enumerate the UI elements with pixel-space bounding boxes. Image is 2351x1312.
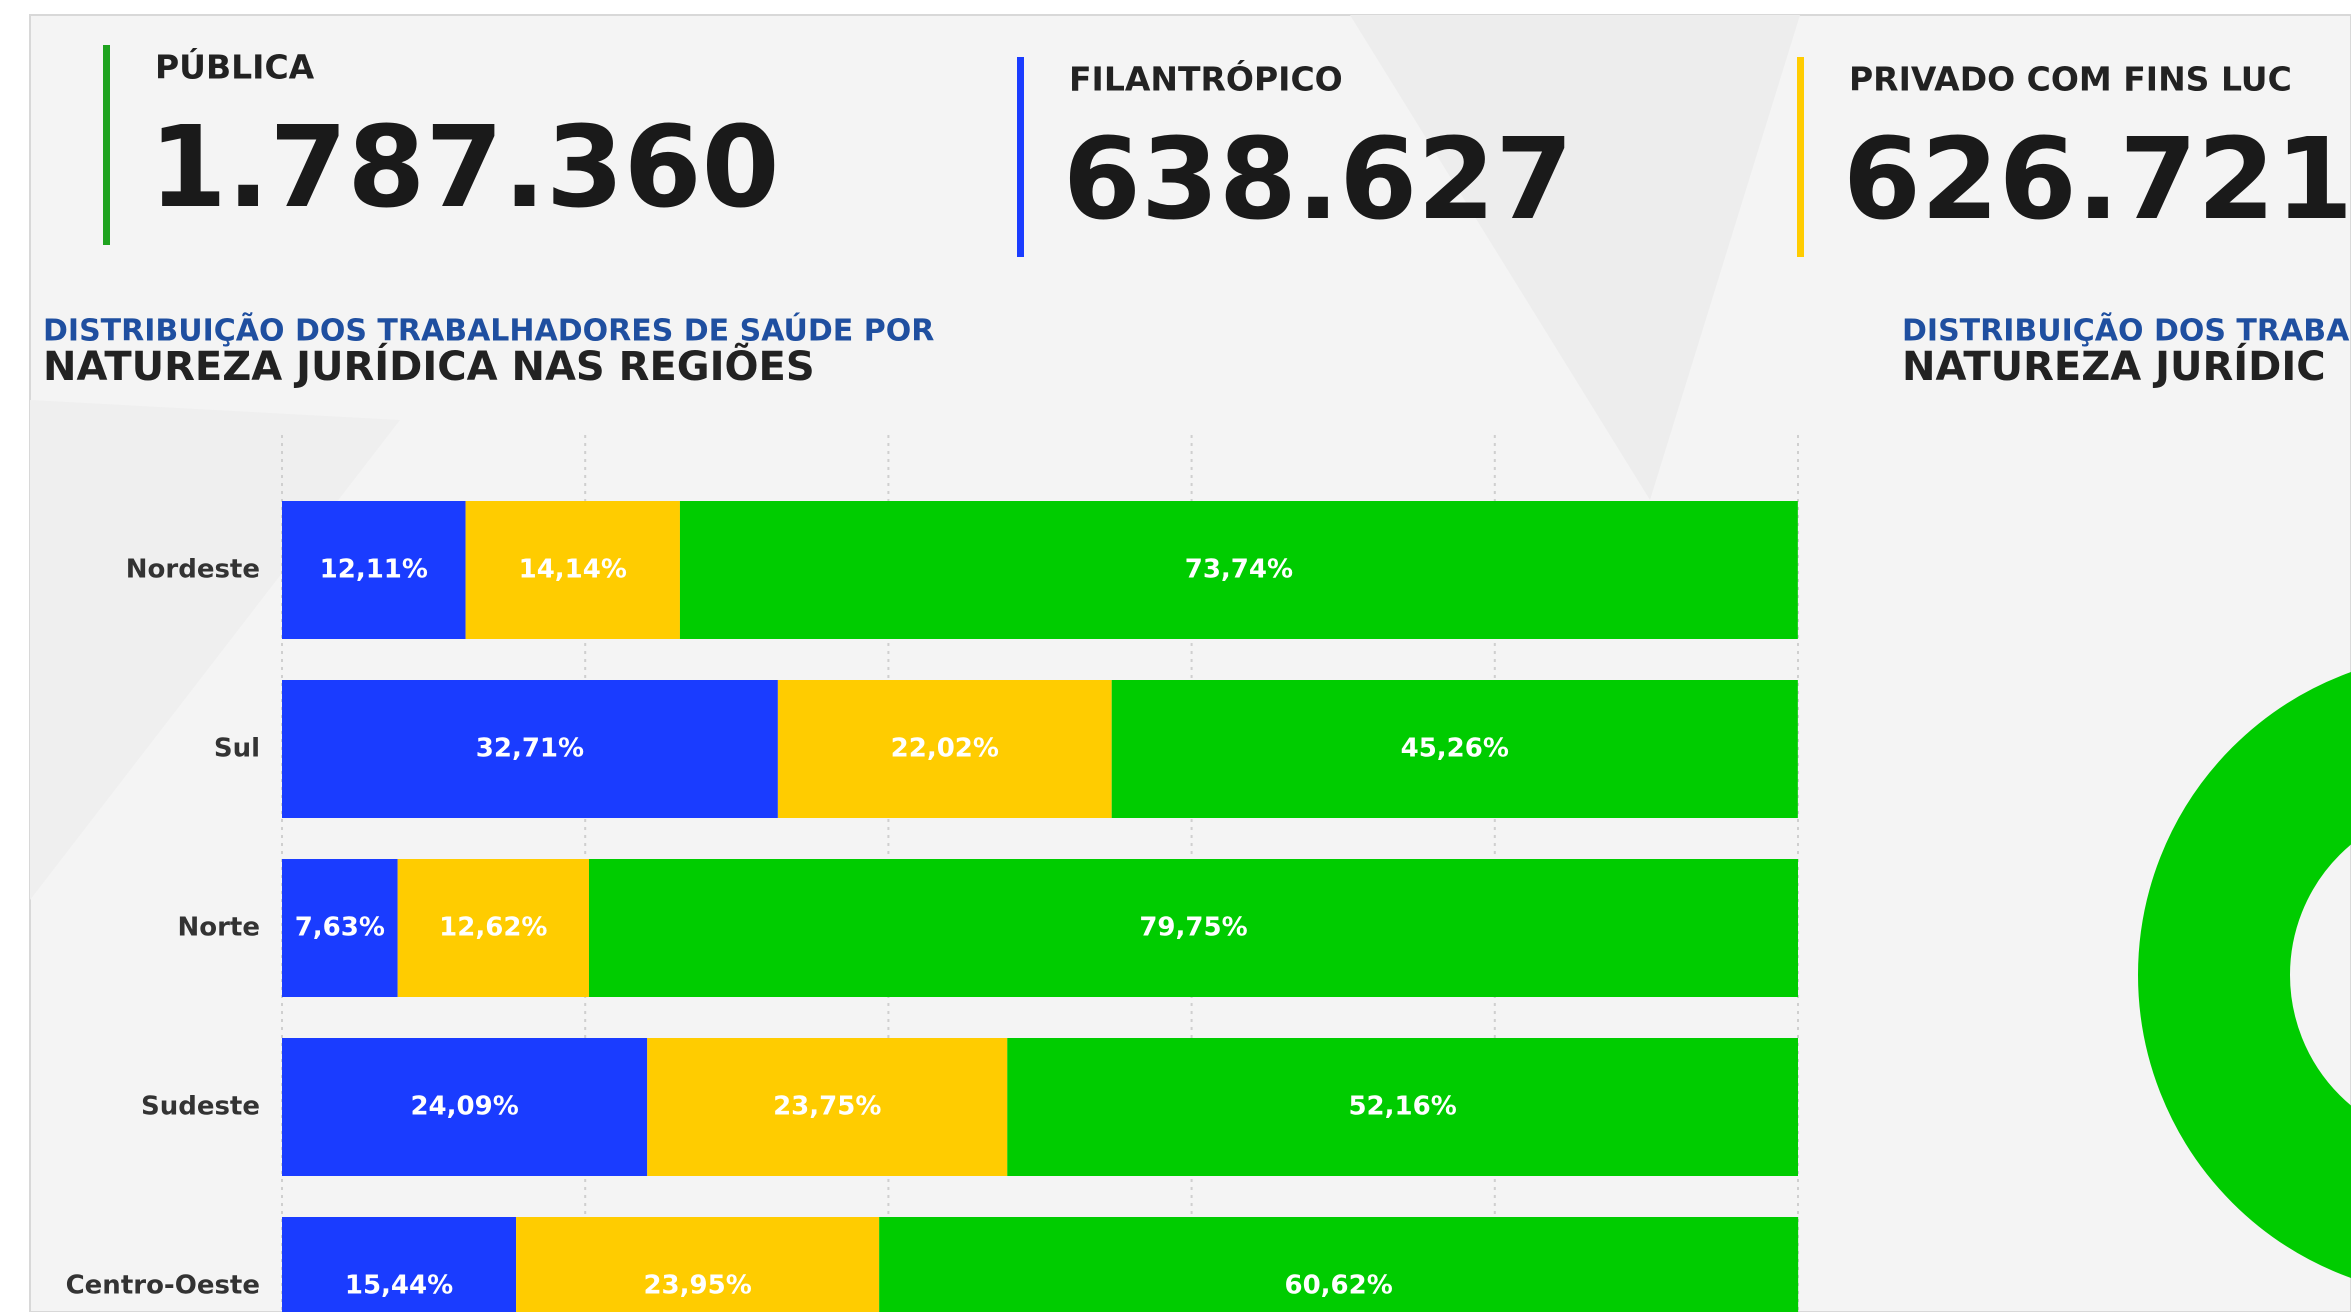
kpi-value: 1.787.360 bbox=[149, 103, 780, 233]
value-label: 12,62% bbox=[439, 913, 547, 943]
chart-title: NATUREZA JURÍDICA NAS REGIÕES bbox=[43, 342, 815, 390]
bar-segment bbox=[679, 501, 1798, 639]
kpi-value: 638.627 bbox=[1063, 115, 1573, 245]
value-label: 60,62% bbox=[1285, 1271, 1393, 1301]
bar-segment bbox=[282, 859, 398, 997]
bar-segment bbox=[1007, 1038, 1798, 1176]
category-label: Nordeste bbox=[126, 555, 260, 585]
category-label: Centro-Oeste bbox=[66, 1271, 260, 1301]
bar-segment bbox=[282, 680, 778, 818]
bar-segment bbox=[588, 859, 1798, 997]
kpi-label: PRIVADO COM FINS LUC bbox=[1849, 60, 2292, 99]
donut-ring bbox=[2138, 672, 2351, 1278]
bar-segment bbox=[282, 501, 466, 639]
kpi-accent bbox=[103, 45, 110, 245]
kpi-accent bbox=[1017, 57, 1024, 257]
kpi-accent bbox=[1797, 57, 1804, 257]
value-label: 12,11% bbox=[320, 555, 428, 585]
kpi-label: FILANTRÓPICO bbox=[1069, 59, 1343, 99]
value-label: 73,74% bbox=[1185, 555, 1293, 585]
value-label: 23,75% bbox=[773, 1092, 881, 1122]
category-label: Norte bbox=[177, 913, 260, 943]
value-label: 23,95% bbox=[643, 1271, 751, 1301]
bar-segment bbox=[1111, 680, 1798, 818]
bar-segment bbox=[465, 501, 680, 639]
value-label: 52,16% bbox=[1348, 1092, 1456, 1122]
side-title: NATUREZA JURÍDIC bbox=[1902, 342, 2326, 390]
category-label: Sul bbox=[214, 734, 260, 764]
bar-segment bbox=[516, 1217, 880, 1312]
bar-segment bbox=[879, 1217, 1799, 1312]
bar-segment bbox=[282, 1217, 517, 1312]
value-label: 79,75% bbox=[1139, 913, 1247, 943]
side-subtitle: DISTRIBUIÇÃO DOS TRABA bbox=[1902, 312, 2350, 349]
bar-segment bbox=[647, 1038, 1008, 1176]
chart-subtitle: DISTRIBUIÇÃO DOS TRABALHADORES DE SAÚDE … bbox=[43, 312, 934, 349]
value-label: 7,63% bbox=[295, 913, 385, 943]
category-label: Sudeste bbox=[141, 1092, 260, 1122]
value-label: 24,09% bbox=[410, 1092, 518, 1122]
value-label: 22,02% bbox=[891, 734, 999, 764]
value-label: 14,14% bbox=[519, 555, 627, 585]
value-label: 45,26% bbox=[1401, 734, 1509, 764]
value-label: 15,44% bbox=[345, 1271, 453, 1301]
bar-segment bbox=[397, 859, 589, 997]
value-label: 32,71% bbox=[476, 734, 584, 764]
bar-segment bbox=[282, 1038, 648, 1176]
bar-segment bbox=[777, 680, 1112, 818]
background-shape bbox=[1350, 15, 1800, 500]
kpi-label: PÚBLICA bbox=[155, 47, 315, 87]
kpi-value: 626.721 bbox=[1843, 115, 2351, 245]
